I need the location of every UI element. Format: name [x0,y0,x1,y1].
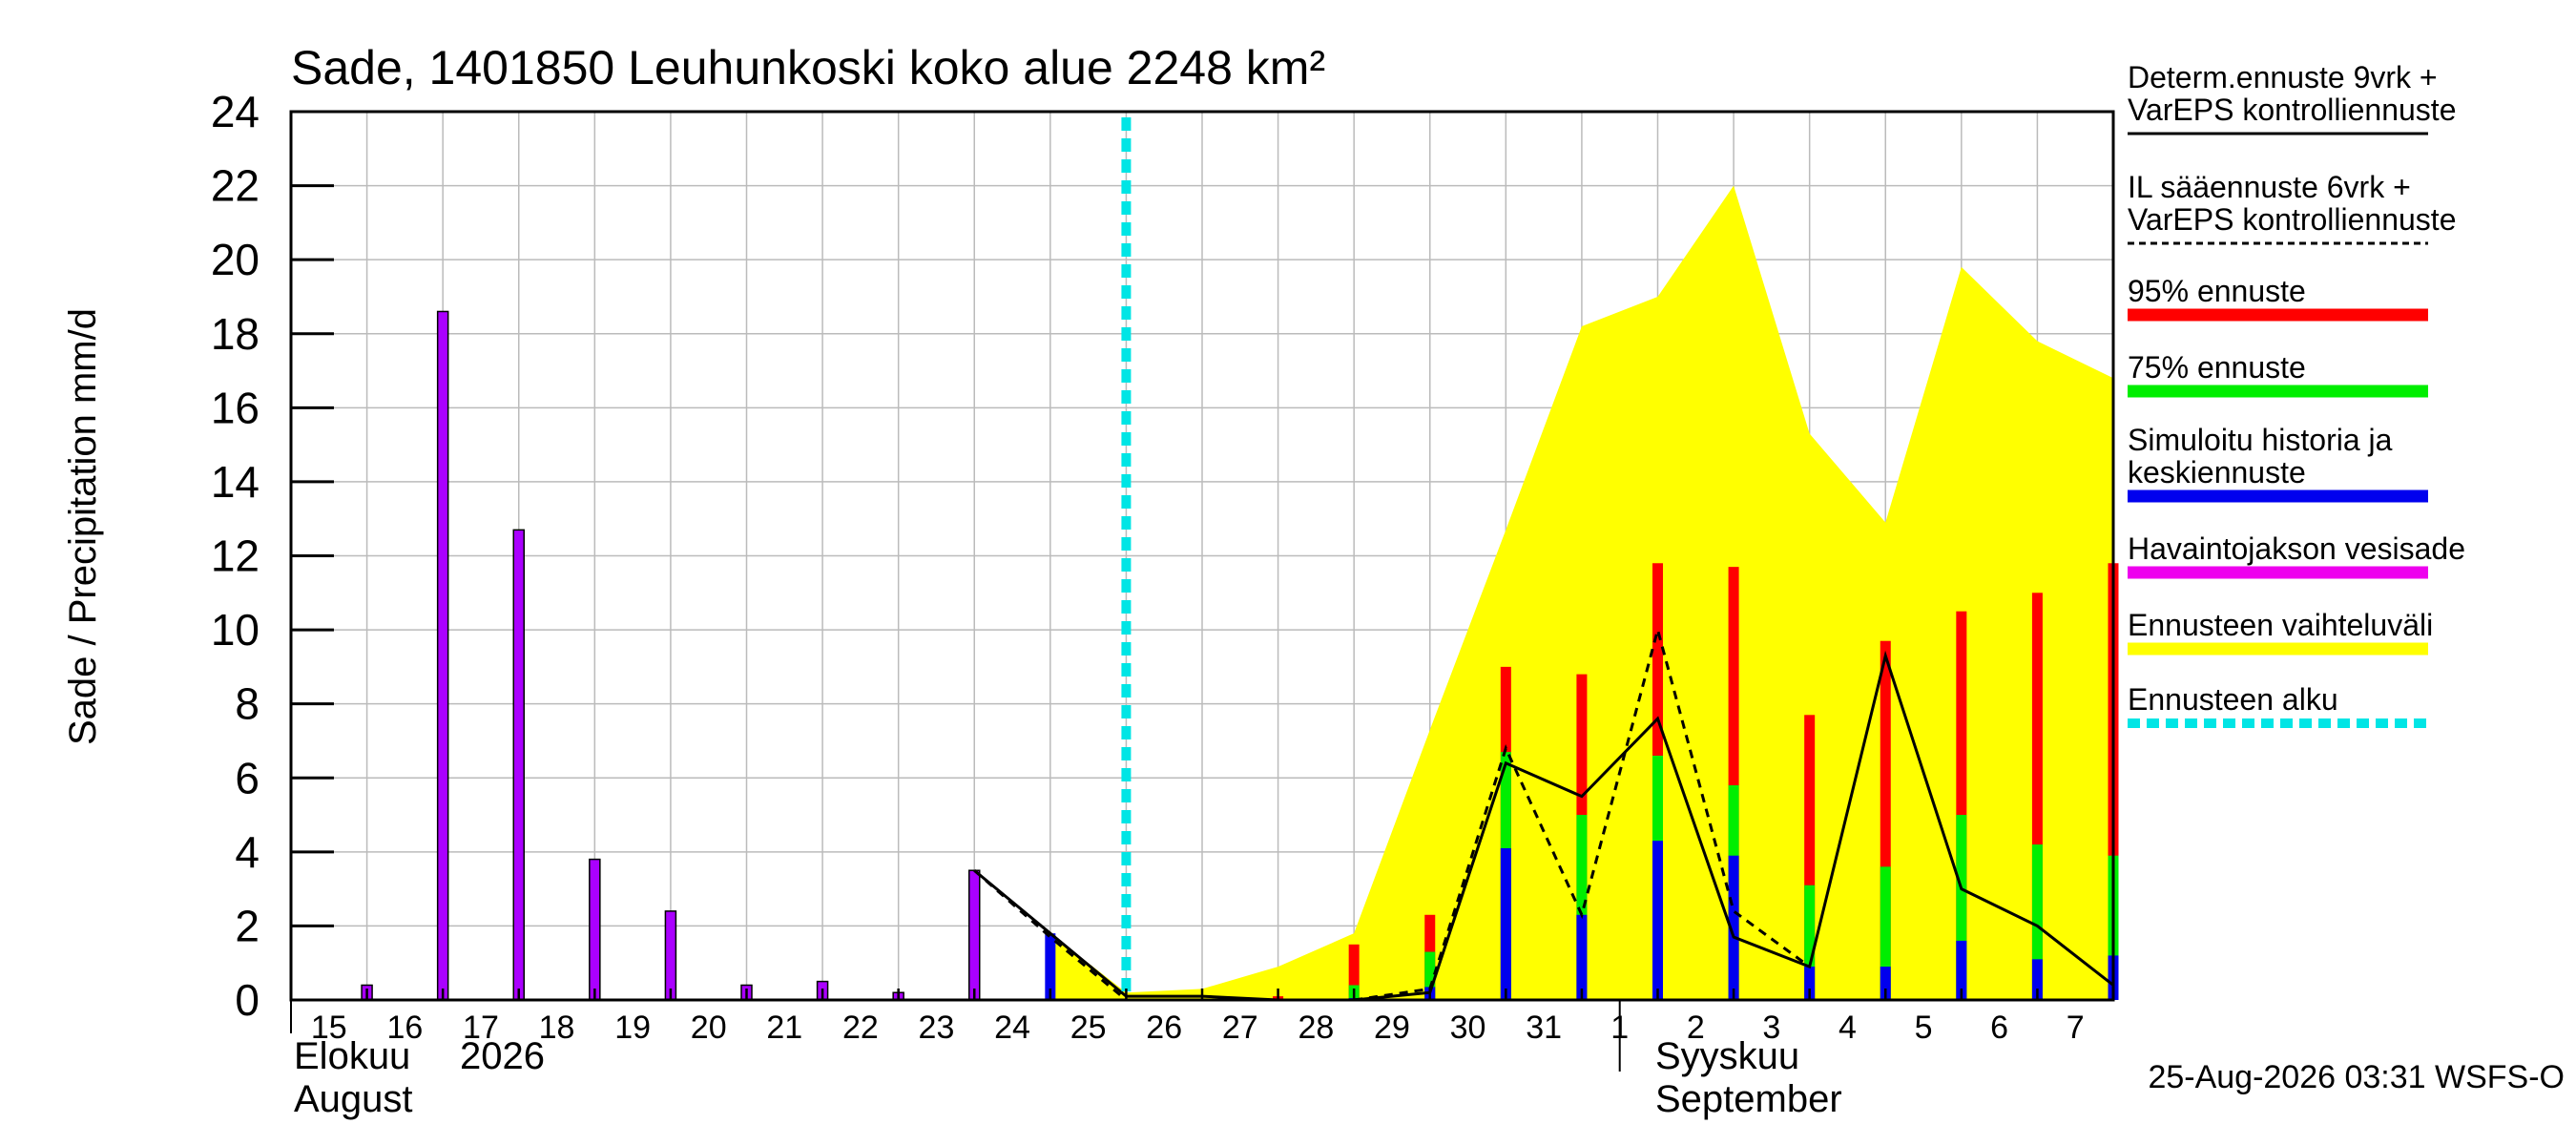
bar-observed [968,869,981,1001]
x-tick-label: 25 [1070,1010,1107,1046]
bar-simulated-mean [1804,967,1816,1000]
bar-forecast-75 [1880,866,1891,1000]
bar-simulated-mean [2031,959,2043,1000]
x-tick-label: 29 [1374,1010,1410,1046]
legend-label: VarEPS kontrolliennuste [2128,202,2456,237]
bar-simulated-mean [1045,933,1056,1000]
bar-observed [512,529,525,1001]
y-tick-label: 8 [235,679,260,729]
bar-forecast-95 [1804,715,1816,1000]
legend-label: 95% ennuste [2128,274,2306,308]
y-tick-label: 20 [211,235,260,284]
month-label-sep-fi: Syyskuu [1655,1035,1799,1077]
bar-observed [664,910,677,1001]
y-tick-label: 22 [211,161,260,211]
year-label: 2026 [460,1035,545,1077]
axes [289,110,2115,1072]
x-tick-label: 1 [1610,1010,1629,1046]
y-tick-label: 12 [211,531,260,581]
x-tick-label: 28 [1298,1010,1334,1046]
x-tick-label: 22 [842,1010,879,1046]
x-tick-label: 3 [1762,1010,1780,1046]
forecast-range-area [1049,185,2113,1001]
x-tick-label: 15 [311,1010,347,1046]
y-tick-label: 6 [235,753,260,802]
forecast-range-polygon [1049,185,2113,1001]
x-tick-label: 18 [539,1010,575,1046]
bar-observed [589,858,601,1001]
bar-forecast-95 [1956,611,1967,1000]
x-tick-label: 24 [994,1010,1030,1046]
x-tick-label: 17 [463,1010,499,1046]
bar-forecast-95 [1348,944,1360,1000]
x-tick-label: 21 [766,1010,802,1046]
bar-forecast-95 [1728,567,1739,1000]
x-tick-labels: 15 16 17 18 19 20 21 22 23 24 25 26 27 28 29 30 31 1 2 3 4 5 6… [311,1010,2085,1046]
legend-label: Ennusteen alku [2128,682,2338,717]
month-label-aug-fi: Elokuu [294,1035,410,1077]
y-tick-label: 24 [211,87,260,136]
bar-simulated-mean [1880,967,1891,1000]
legend-label: Determ.ennuste 9vrk + [2128,60,2438,94]
timestamp: 25-Aug-2026 03:31 WSFS-O [2148,1059,2565,1095]
chart-title: Sade, 1401850 Leuhunkoski koko alue 2248… [291,41,1325,94]
y-axis-label: Sade / Precipitation mm/d [62,308,104,745]
y-tick-label: 14 [211,457,260,507]
x-tick-label: 31 [1526,1010,1562,1046]
x-tick-label: 27 [1222,1010,1258,1046]
x-tick-label: 6 [1990,1010,2008,1046]
month-label-sep-en: September [1655,1078,1842,1120]
legend-label: keskiennuste [2128,455,2306,489]
deterministic-9d-line [973,540,2115,1002]
x-tick-label: 26 [1146,1010,1182,1046]
legend-label: IL sääennuste 6vrk + [2128,170,2411,204]
x-tick-label: 23 [919,1010,955,1046]
legend-label: Ennusteen vaihteluväli [2128,608,2433,642]
bar-simulated-mean [1500,847,1511,1000]
y-tick-label: 2 [235,901,260,950]
bar-simulated-mean [1956,940,1967,1000]
y-tick-label: 16 [211,383,260,432]
bars-layer [361,310,2119,1001]
bar-simulated-mean [1576,914,1588,1000]
bar-simulated-mean [1728,855,1739,1000]
x-tick-label: 4 [1839,1010,1857,1046]
month-label-aug-en: August [294,1078,413,1120]
bar-forecast-95 [1880,640,1891,1000]
y-tick-label: 18 [211,309,260,359]
bar-forecast-75 [1956,815,1967,1000]
x-tick-label: 7 [2067,1010,2085,1046]
legend-label: Havaintojakson vesisade [2128,531,2465,566]
x-tick-label: 30 [1450,1010,1486,1046]
x-tick-label: 19 [614,1010,651,1046]
bar-simulated-mean [1652,841,1663,1000]
y-tick-label: 0 [235,975,260,1025]
y-tick-label: 4 [235,827,260,877]
x-tick-label: 20 [691,1010,727,1046]
legend-label: VarEPS kontrolliennuste [2128,93,2456,127]
bar-forecast-75 [2031,844,2043,1000]
bar-observed [436,310,449,1001]
y-tick-label: 10 [211,605,260,655]
legend-label: 75% ennuste [2128,350,2306,385]
x-tick-label: 16 [386,1010,423,1046]
bar-forecast-75 [1804,885,1816,1000]
x-tick-label: 2 [1687,1010,1705,1046]
bar-forecast-75 [1576,815,1588,1000]
x-tick-label: 5 [1915,1010,1933,1046]
legend-label: Simuloitu historia ja [2128,423,2393,457]
legend: Determ.ennuste 9vrk +VarEPS kontrollienn… [2128,60,2465,728]
bar-forecast-95 [2031,593,2043,1000]
bar-forecast-75 [1424,951,1436,1000]
